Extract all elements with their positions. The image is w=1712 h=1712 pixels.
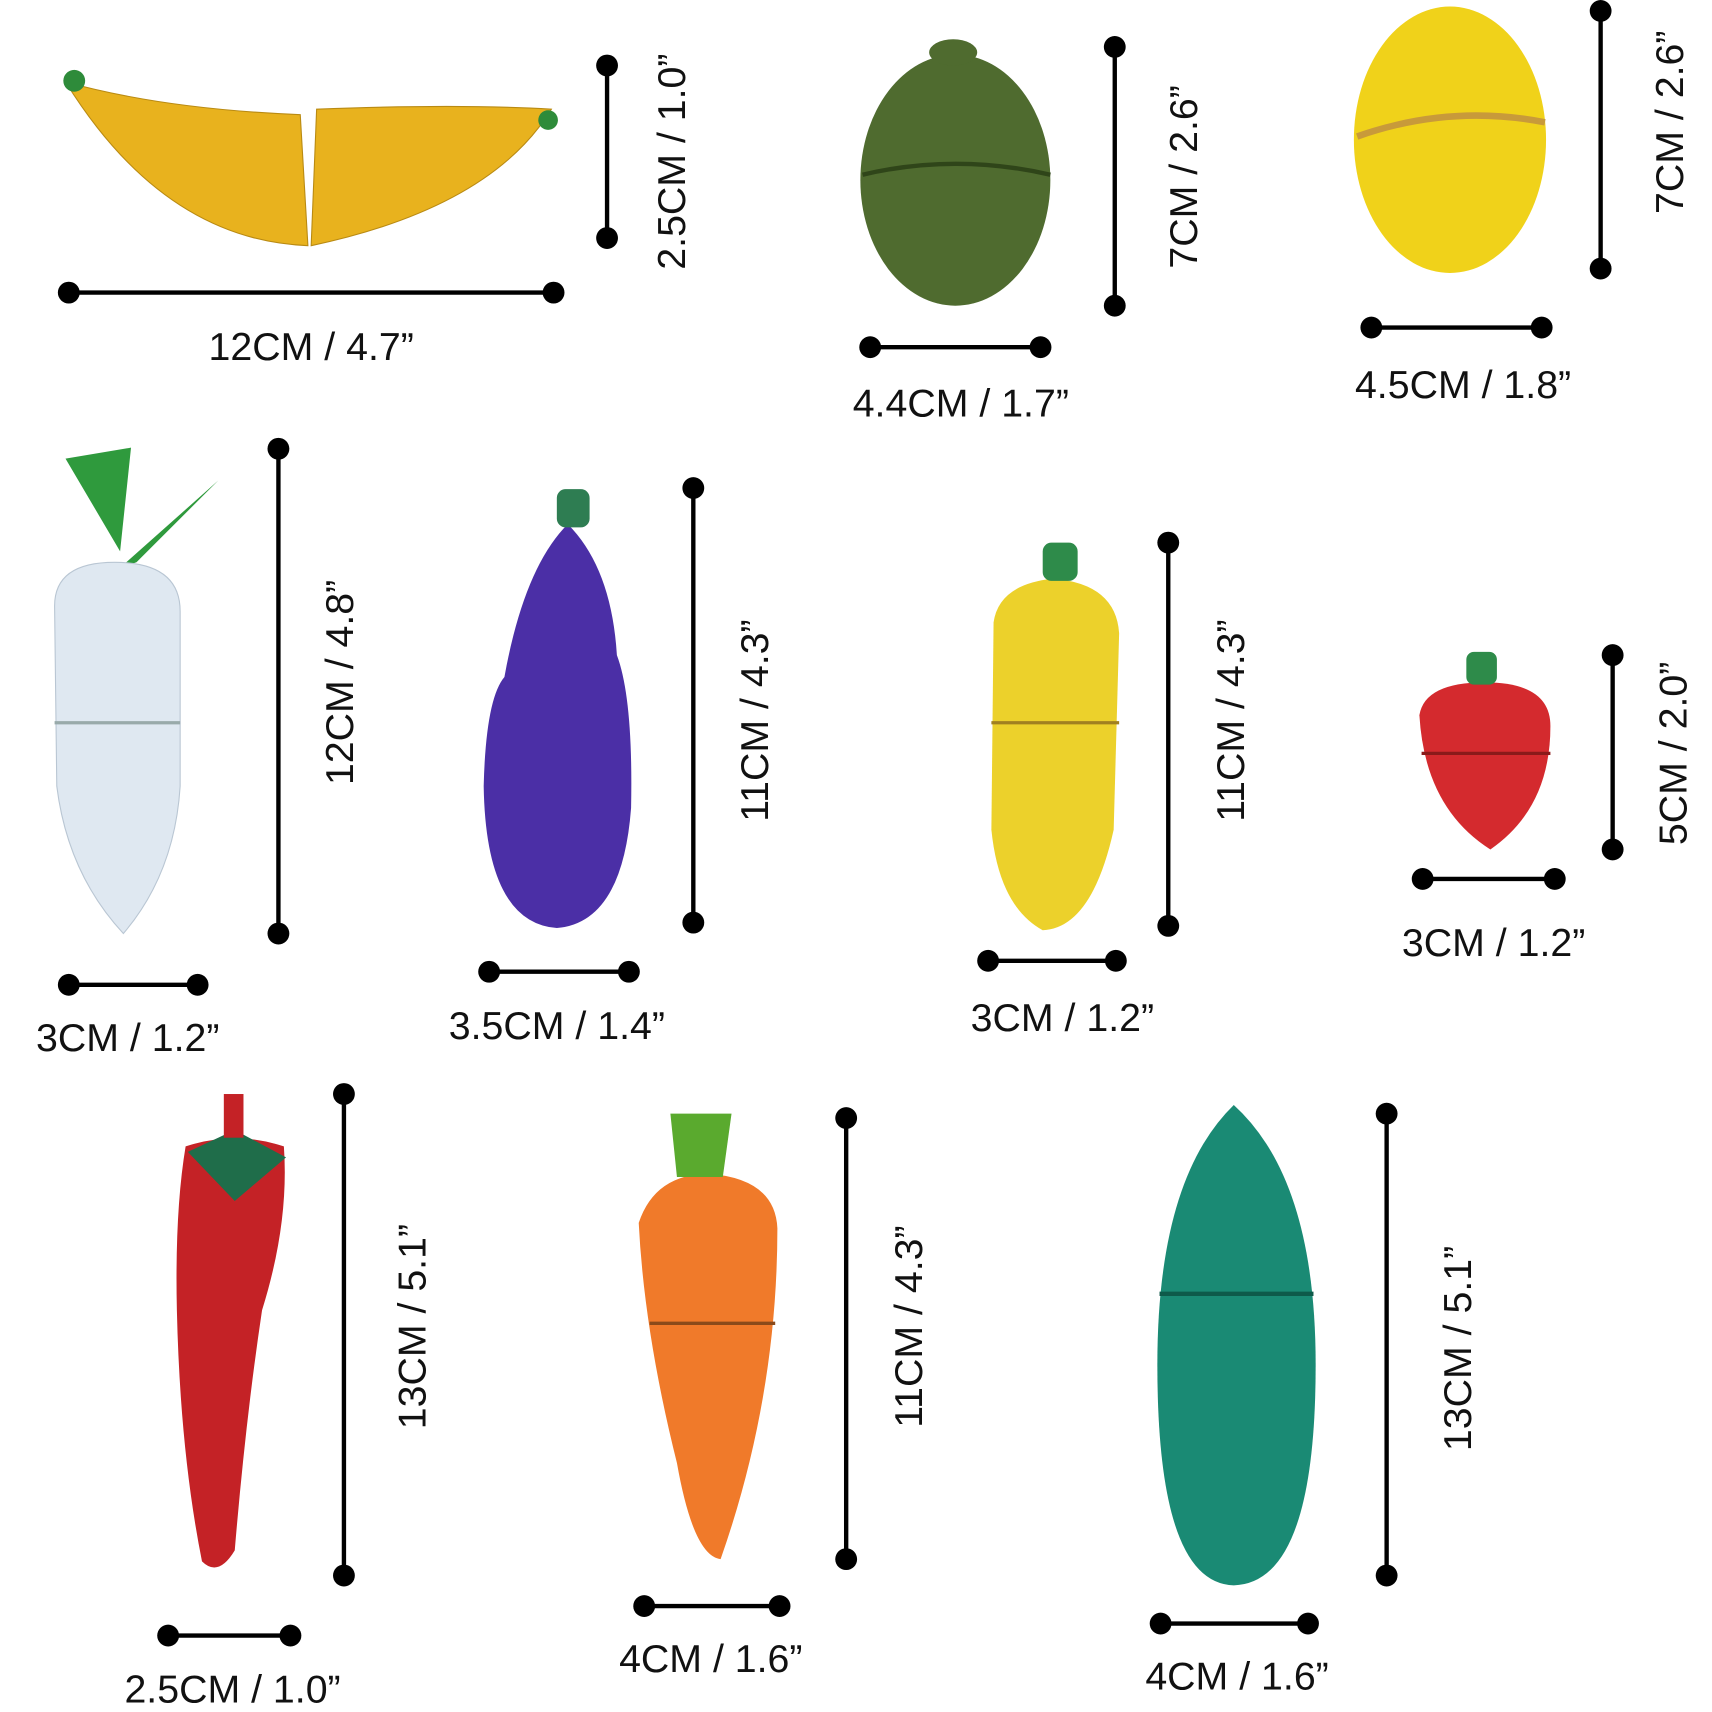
height-label: 12CM / 4.8”	[318, 580, 362, 785]
dot	[1157, 531, 1180, 554]
dot	[596, 54, 618, 77]
height-label: 5CM / 2.0”	[1651, 662, 1695, 845]
dot	[1103, 36, 1126, 58]
dot	[1589, 257, 1612, 280]
carrot	[638, 1173, 778, 1560]
pepper	[176, 1138, 285, 1568]
height-label: 2.5CM / 1.0”	[650, 53, 694, 269]
dot	[1297, 1612, 1319, 1635]
dot	[1157, 914, 1180, 937]
banana-left	[64, 80, 309, 247]
dot	[596, 227, 618, 249]
dot	[57, 973, 80, 996]
products	[54, 6, 1551, 1586]
dot	[267, 437, 290, 460]
dot	[333, 1564, 355, 1587]
width-label: 4CM / 1.6”	[619, 1637, 802, 1681]
height-label: 11CM / 4.3”	[887, 1225, 931, 1427]
dot	[682, 911, 705, 934]
dot	[1103, 294, 1126, 317]
dot	[633, 1595, 656, 1618]
dot	[859, 336, 882, 359]
dot	[1360, 316, 1383, 339]
lime	[860, 54, 1051, 306]
dot	[157, 1624, 180, 1647]
dot	[478, 960, 501, 983]
radish-leaves	[65, 447, 219, 568]
cucumber	[1157, 1104, 1316, 1586]
banana-right	[310, 105, 553, 247]
width-label: 4.4CM / 1.7”	[853, 382, 1069, 426]
dot	[1375, 1102, 1398, 1125]
width-label: 3.5CM / 1.4”	[449, 1004, 665, 1048]
dot	[1530, 316, 1553, 339]
dot	[1149, 1612, 1172, 1635]
eggplant	[483, 524, 632, 929]
dot	[1601, 838, 1624, 861]
dot	[57, 281, 80, 304]
dot	[1589, 0, 1612, 22]
radish	[54, 561, 181, 935]
width-label: 4CM / 1.6”	[1145, 1655, 1328, 1699]
dot	[1543, 868, 1566, 890]
dot	[682, 477, 705, 499]
dot	[542, 281, 565, 304]
height-label: 11CM / 4.3”	[733, 619, 777, 821]
strawberry	[1419, 682, 1551, 850]
dot	[1411, 868, 1434, 890]
dot	[617, 960, 640, 983]
height-label: 13CM / 5.1”	[1436, 1246, 1480, 1451]
dot	[267, 922, 290, 945]
dot	[1104, 949, 1127, 972]
width-label: 2.5CM / 1.0”	[124, 1668, 340, 1712]
dot	[835, 1107, 858, 1129]
width-label: 3CM / 1.2”	[1402, 921, 1585, 965]
dot	[1601, 644, 1624, 667]
dot	[1375, 1564, 1398, 1587]
width-label: 12CM / 4.7”	[209, 325, 414, 369]
lemon	[1353, 6, 1547, 273]
width-label: 3CM / 1.2”	[36, 1016, 219, 1060]
dimension-lines: 12CM / 4.7” 2.5CM / 1.0” 4.4CM / 1.7” 7CM /…	[36, 0, 1695, 1712]
corn	[991, 578, 1120, 931]
dot	[1029, 336, 1052, 359]
height-label: 7CM / 2.6”	[1162, 85, 1206, 268]
dot	[186, 973, 209, 996]
width-label: 4.5CM / 1.8”	[1355, 363, 1571, 407]
dot	[977, 949, 1000, 972]
width-label: 3CM / 1.2”	[971, 996, 1154, 1040]
dot	[835, 1548, 858, 1571]
dot	[768, 1595, 791, 1618]
dot	[279, 1624, 302, 1647]
dot	[333, 1083, 355, 1105]
height-label: 13CM / 5.1”	[390, 1224, 434, 1429]
height-label: 11CM / 4.3”	[1209, 619, 1253, 821]
height-label: 7CM / 2.6”	[1648, 31, 1692, 214]
